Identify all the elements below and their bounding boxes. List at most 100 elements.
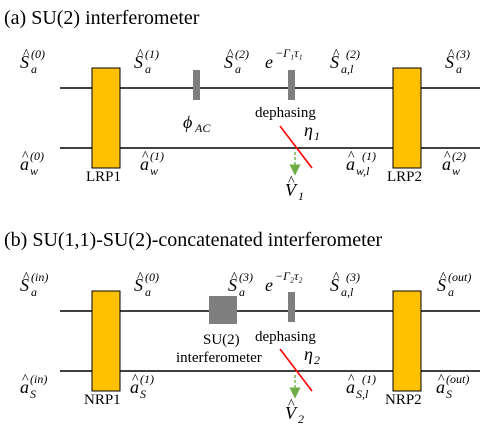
- svg-text:S: S: [330, 275, 339, 295]
- panel-a-caption: (a) SU(2) interferometer: [4, 7, 200, 29]
- mode-label-asl1: ^ a S,l (1): [346, 372, 376, 401]
- svg-text:1: 1: [314, 129, 320, 143]
- svg-text:^: ^: [440, 270, 447, 285]
- svg-text:ϕ: ϕ: [183, 112, 192, 132]
- svg-text:w: w: [30, 164, 38, 178]
- svg-text:1: 1: [298, 189, 304, 203]
- svg-text:S: S: [224, 52, 233, 72]
- nrp1-box: [91, 290, 121, 392]
- svg-text:a: a: [448, 285, 454, 299]
- svg-text:(2): (2): [235, 47, 249, 61]
- svg-text:^: ^: [231, 270, 238, 285]
- svg-text:a: a: [130, 377, 139, 397]
- svg-text:AC: AC: [194, 121, 211, 135]
- nrp1-label: NRP1: [84, 392, 121, 408]
- svg-text:^: ^: [22, 149, 29, 164]
- svg-text:e: e: [265, 275, 273, 295]
- svg-text:a: a: [145, 62, 151, 76]
- svg-text:^: ^: [333, 270, 340, 285]
- su2-box-label: SU(2): [203, 332, 240, 348]
- svg-text:a,l: a,l: [341, 62, 354, 76]
- svg-text:S: S: [134, 275, 143, 295]
- lrp1-box: [91, 67, 121, 169]
- nrp2-label: NRP2: [385, 392, 422, 408]
- svg-text:−Γ₁τ₁: −Γ₁τ₁: [275, 46, 303, 60]
- mode-label-asout: ^ a S (out): [436, 372, 469, 401]
- svg-text:w: w: [150, 164, 158, 178]
- svg-text:2: 2: [298, 412, 304, 426]
- lrp2-box: [392, 67, 422, 169]
- svg-text:^: ^: [23, 47, 30, 62]
- svg-text:a: a: [145, 285, 151, 299]
- svg-text:a: a: [20, 377, 29, 397]
- svg-text:(1): (1): [140, 372, 154, 386]
- svg-text:^: ^: [142, 149, 149, 164]
- state-label-saout: ^ S a (out): [437, 270, 471, 299]
- svg-text:a,l: a,l: [341, 285, 354, 299]
- svg-text:2: 2: [314, 353, 320, 367]
- mode-label-awl1: ^ a w,l (1): [346, 149, 376, 178]
- svg-text:a: a: [31, 62, 37, 76]
- svg-text:a: a: [456, 62, 462, 76]
- svg-text:(3): (3): [456, 47, 470, 61]
- svg-text:(out): (out): [446, 372, 469, 386]
- svg-text:η: η: [304, 120, 313, 140]
- svg-text:^: ^: [348, 149, 355, 164]
- svg-text:^: ^: [438, 372, 445, 387]
- beam-splitter-a: [279, 125, 313, 169]
- svg-text:S: S: [140, 387, 146, 401]
- svg-text:(0): (0): [31, 47, 45, 61]
- state-label-sa0-b: ^ S a (0): [134, 270, 159, 299]
- panel-b-caption: (b) SU(1,1)-SU(2)-concatenated interfero…: [4, 229, 383, 251]
- svg-text:V: V: [285, 180, 298, 200]
- svg-text:(out): (out): [448, 270, 471, 284]
- lrp1-label: LRP1: [86, 169, 121, 185]
- mode-label-as1: ^ a S (1): [130, 372, 154, 401]
- svg-text:^: ^: [444, 149, 451, 164]
- state-label-sa3-b: ^ S a (3): [228, 270, 253, 299]
- svg-text:a: a: [31, 285, 37, 299]
- svg-text:−Γ₂τ₂: −Γ₂τ₂: [275, 269, 303, 283]
- decay-block-b: [288, 292, 295, 322]
- panel-a: (a) SU(2) interferometer ^ S a (0) ^ S a…: [4, 7, 480, 203]
- svg-text:S: S: [20, 52, 29, 72]
- state-label-sa1: ^ S a (1): [134, 47, 159, 76]
- mode-label-aw1: ^ a w (1): [140, 149, 164, 178]
- svg-text:(3): (3): [239, 270, 253, 284]
- svg-text:^: ^: [137, 47, 144, 62]
- beam-splitter-b: [279, 348, 313, 392]
- state-label-sa3: ^ S a (3): [445, 47, 470, 76]
- svg-text:(in): (in): [30, 372, 47, 386]
- svg-text:^: ^: [227, 47, 234, 62]
- mode-label-aw2: ^ a w (2): [442, 149, 466, 178]
- svg-text:^: ^: [22, 372, 29, 387]
- svg-text:e: e: [265, 52, 273, 72]
- svg-text:^: ^: [288, 397, 295, 412]
- svg-text:(0): (0): [145, 270, 159, 284]
- vacuum-label-v1: ^ V 1: [285, 174, 304, 203]
- state-label-sal3: ^ S a,l (3): [330, 270, 360, 299]
- lrp2-label: LRP2: [387, 169, 422, 185]
- svg-text:(2): (2): [346, 47, 360, 61]
- svg-text:S: S: [446, 387, 452, 401]
- svg-text:a: a: [442, 154, 451, 174]
- svg-text:(3): (3): [346, 270, 360, 284]
- su2-box-caption: interferometer: [176, 350, 262, 366]
- svg-text:(1): (1): [362, 149, 376, 163]
- svg-text:S: S: [30, 387, 36, 401]
- state-label-sa2: ^ S a (2): [224, 47, 249, 76]
- svg-text:S: S: [134, 52, 143, 72]
- svg-text:a: a: [20, 154, 29, 174]
- nrp2-box: [392, 290, 422, 392]
- svg-text:a: a: [239, 285, 245, 299]
- svg-text:(1): (1): [145, 47, 159, 61]
- eta-label-2: η 2: [304, 344, 320, 367]
- svg-text:^: ^: [132, 372, 139, 387]
- svg-text:^: ^: [333, 47, 340, 62]
- svg-text:^: ^: [288, 174, 295, 189]
- mode-label-asin: ^ a S (in): [20, 372, 47, 401]
- svg-text:(0): (0): [30, 149, 44, 163]
- state-label-sal2: ^ S a,l (2): [330, 47, 360, 76]
